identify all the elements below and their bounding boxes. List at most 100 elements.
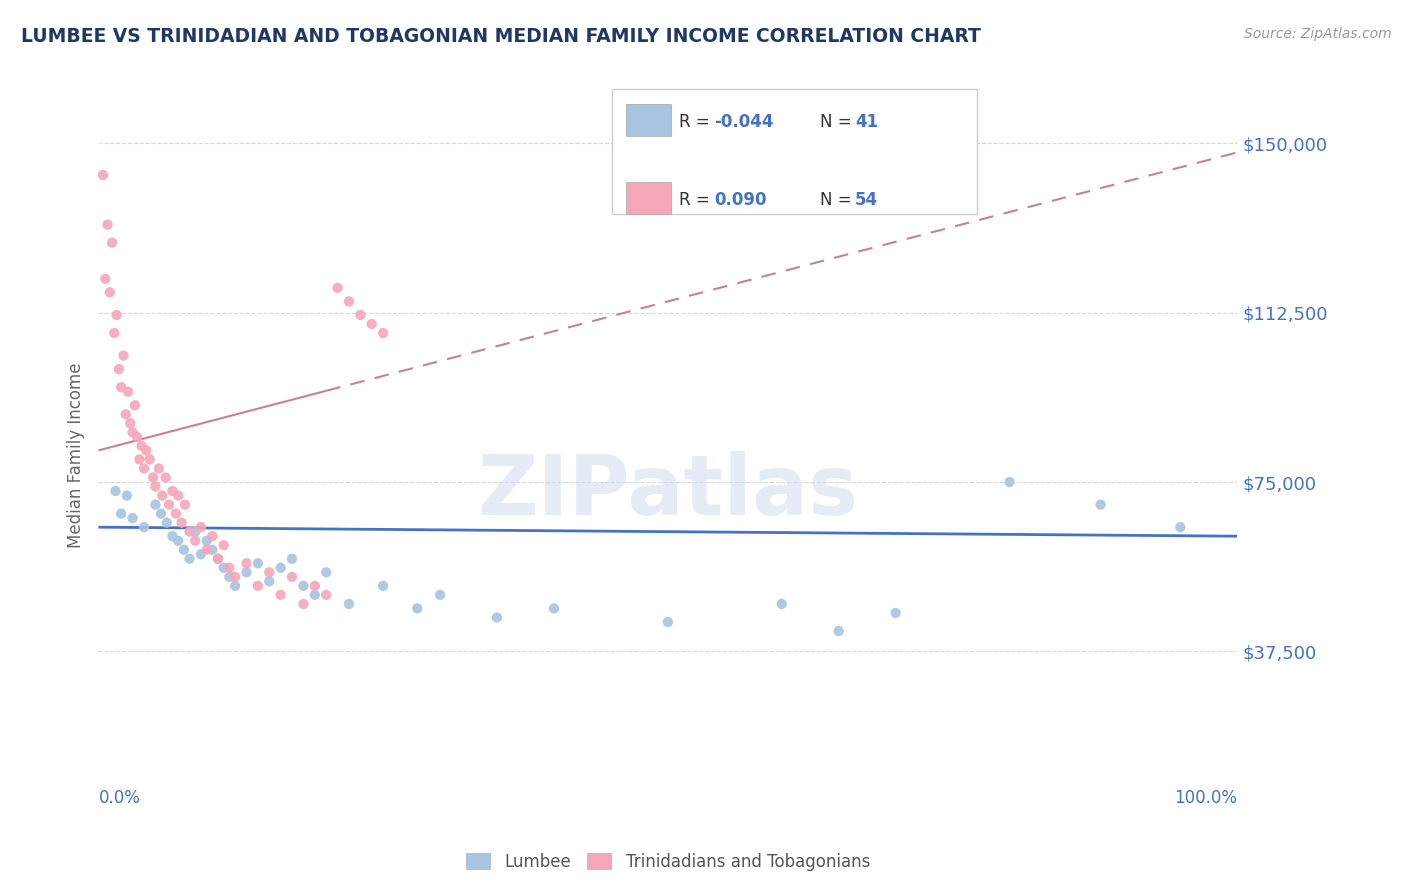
Point xyxy=(110,507,132,521)
Point xyxy=(96,218,118,232)
Point xyxy=(207,551,229,566)
Point xyxy=(1090,498,1112,512)
Point xyxy=(167,533,190,548)
Point xyxy=(292,597,315,611)
Point xyxy=(145,479,167,493)
Point xyxy=(101,235,124,250)
Point xyxy=(155,470,177,484)
Point xyxy=(174,498,197,512)
Point xyxy=(132,461,155,475)
Text: 41: 41 xyxy=(855,113,877,131)
Point xyxy=(114,407,136,421)
Point xyxy=(212,538,235,552)
Point xyxy=(173,542,195,557)
Point xyxy=(167,489,190,503)
Text: R =: R = xyxy=(679,113,716,131)
Text: 54: 54 xyxy=(855,191,877,209)
Point xyxy=(94,272,117,286)
Point xyxy=(884,606,907,620)
Point xyxy=(486,610,509,624)
Point xyxy=(770,597,793,611)
Point xyxy=(406,601,429,615)
Point xyxy=(349,308,371,322)
Point xyxy=(235,566,257,580)
Text: R =: R = xyxy=(679,191,716,209)
Point xyxy=(371,326,394,340)
Point xyxy=(138,452,160,467)
Point xyxy=(207,551,229,566)
Point xyxy=(246,579,269,593)
Point xyxy=(179,524,201,539)
Point xyxy=(117,384,139,399)
Point xyxy=(224,579,246,593)
Point xyxy=(315,588,337,602)
Point xyxy=(304,588,326,602)
Point xyxy=(326,281,349,295)
Point xyxy=(429,588,451,602)
Point xyxy=(170,516,193,530)
Point xyxy=(218,561,240,575)
Point xyxy=(184,524,207,539)
Point xyxy=(165,507,187,521)
Point xyxy=(112,349,135,363)
Point xyxy=(657,615,679,629)
Point xyxy=(281,551,304,566)
Point xyxy=(270,561,292,575)
Point xyxy=(142,470,165,484)
Point xyxy=(281,570,304,584)
Point xyxy=(259,566,281,580)
Point xyxy=(120,417,142,431)
Point xyxy=(127,430,149,444)
Text: 100.0%: 100.0% xyxy=(1174,789,1237,807)
Point xyxy=(224,570,246,584)
Point xyxy=(1170,520,1192,534)
Point xyxy=(98,285,121,300)
Point xyxy=(235,556,257,570)
Point xyxy=(543,601,565,615)
Point xyxy=(337,597,360,611)
Point xyxy=(270,588,292,602)
Point xyxy=(131,439,153,453)
Point xyxy=(998,475,1021,489)
Point xyxy=(121,511,143,525)
Point xyxy=(121,425,143,440)
Point xyxy=(156,516,179,530)
Point xyxy=(135,443,157,458)
Legend: Lumbee, Trinidadians and Tobagonians: Lumbee, Trinidadians and Tobagonians xyxy=(458,847,877,878)
Text: N =: N = xyxy=(820,113,856,131)
Point xyxy=(246,556,269,570)
Point xyxy=(190,547,212,561)
Point xyxy=(162,483,184,498)
Point xyxy=(91,168,114,182)
Text: 0.090: 0.090 xyxy=(714,191,766,209)
Point xyxy=(315,566,337,580)
Point xyxy=(828,624,851,638)
Point xyxy=(304,579,326,593)
Point xyxy=(212,561,235,575)
Text: ZIPatlas: ZIPatlas xyxy=(478,451,858,532)
Point xyxy=(360,317,382,331)
Point xyxy=(128,452,150,467)
Point xyxy=(337,294,360,309)
Point xyxy=(292,579,315,593)
Text: Source: ZipAtlas.com: Source: ZipAtlas.com xyxy=(1244,27,1392,41)
Point xyxy=(150,489,173,503)
Point xyxy=(157,498,180,512)
Point xyxy=(371,579,394,593)
Point xyxy=(115,489,138,503)
Point xyxy=(105,308,128,322)
Y-axis label: Median Family Income: Median Family Income xyxy=(66,362,84,548)
Point xyxy=(162,529,184,543)
Point xyxy=(184,533,207,548)
Text: -0.044: -0.044 xyxy=(714,113,773,131)
Point xyxy=(201,529,224,543)
Point xyxy=(195,542,218,557)
Point xyxy=(190,520,212,534)
Point xyxy=(195,533,218,548)
Text: N =: N = xyxy=(820,191,856,209)
Point xyxy=(179,551,201,566)
Point xyxy=(104,483,127,498)
Point xyxy=(124,398,146,412)
Point xyxy=(201,542,224,557)
Point xyxy=(108,362,131,376)
